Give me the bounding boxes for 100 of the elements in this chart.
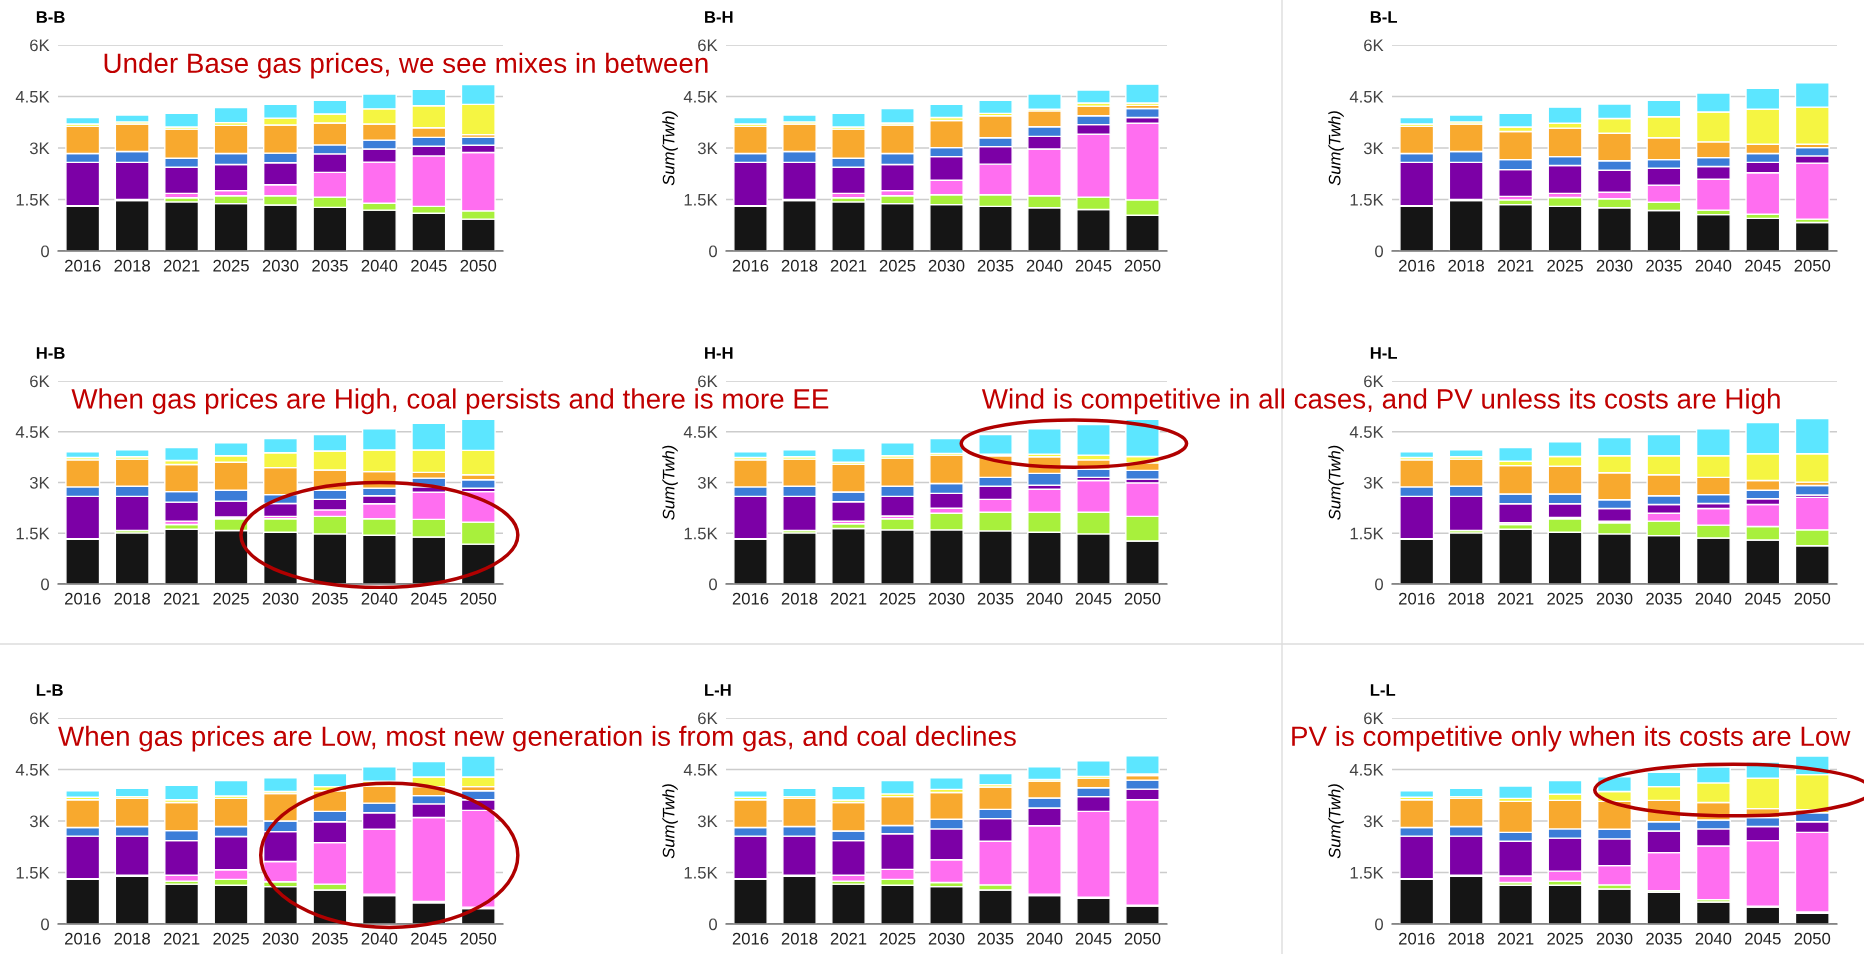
x-tick-label: 2050 [1124,259,1161,272]
y-tick-label: 4.5K [683,764,718,776]
x-tick-label: 2035 [1646,932,1682,945]
y-tick-label: 6K [1364,39,1384,52]
y-tick-label: 1.5K [16,527,50,540]
annotation: Wind is competitive in all cases, and PV unless its costs are High [981,388,1780,415]
y-tick-label: 1.5K [684,527,718,540]
x-tick-label: 2025 [1547,592,1583,605]
y-tick-label: 4.5K [15,764,50,776]
x-tick-label: 2035 [977,932,1014,945]
x-tick-label: 2050 [460,932,497,945]
y-tick-label: 4.5K [683,91,718,103]
x-tick-label: 2025 [213,259,249,272]
chart-title: B-H [705,11,733,23]
y-tick-label: 3K [29,142,50,155]
x-tick-label: 2045 [1075,932,1112,945]
y-tick-label: 6K [698,375,718,388]
x-tick-label: 2025 [1547,259,1583,272]
x-tick-label: 2018 [781,592,818,605]
x-tick-label: 2035 [312,259,348,272]
x-tick-label: 2040 [361,592,398,605]
x-tick-label: 2025 [879,259,916,272]
x-tick-label: 2018 [114,932,150,945]
y-tick-label: 0 [1375,578,1384,591]
y-tick-label: 1.5K [1350,194,1384,206]
x-tick-label: 2050 [460,592,497,605]
annotation: Under Base gas prices, we see mixes in between [104,52,708,79]
chart-title: B-B [36,11,65,23]
y-tick-label: 6K [1364,712,1384,725]
y-tick-label: 3K [29,815,50,828]
y-tick-label: 4.5K [1349,91,1384,103]
x-tick-label: 2040 [1695,259,1732,272]
y-axis-title: Sum(Twh) [1328,111,1344,186]
y-tick-label: 3K [1363,142,1384,155]
x-tick-label: 2045 [1745,259,1781,272]
y-tick-label: 0 [1375,245,1384,258]
y-tick-label: 3K [697,142,718,155]
x-tick-label: 2045 [411,259,447,272]
y-tick-label: 3K [697,476,718,489]
x-tick-label: 2016 [65,592,101,605]
x-tick-label: 2021 [830,932,867,945]
y-tick-label: 1.5K [1350,867,1384,879]
x-tick-label: 2025 [1547,932,1583,945]
y-tick-label: 1.5K [16,867,50,879]
x-tick-label: 2025 [879,932,916,945]
x-tick-label: 2018 [1448,592,1484,605]
y-axis-title: Sum(Twh) [662,111,678,186]
y-tick-label: 1.5K [684,867,718,879]
y-tick-label: 4.5K [683,426,718,438]
y-tick-label: 3K [29,476,50,489]
x-tick-label: 2021 [830,259,867,272]
x-tick-label: 2045 [411,592,447,605]
x-tick-label: 2030 [928,932,965,945]
x-tick-label: 2021 [163,259,200,272]
annotation: When gas prices are Low, most new generation is from gas, and coal declines [58,725,1016,752]
y-tick-label: 6K [30,375,50,388]
x-tick-label: 2018 [1448,932,1484,945]
x-tick-label: 2040 [361,259,398,272]
y-tick-label: 6K [30,712,50,725]
y-axis-title: Sum(Twh) [1328,784,1344,859]
x-tick-label: 2016 [1399,259,1435,272]
x-tick-label: 2016 [732,932,769,945]
x-tick-label: 2016 [732,592,769,605]
x-tick-label: 2021 [163,932,200,945]
annotation: PV is competitive only when its costs are Low [1292,725,1851,752]
x-tick-label: 2030 [1596,932,1633,945]
x-tick-label: 2035 [312,592,348,605]
x-tick-label: 2016 [732,259,769,272]
y-tick-label: 4.5K [1349,764,1384,776]
x-tick-label: 2040 [1695,932,1732,945]
y-tick-label: 4.5K [1349,426,1384,438]
x-tick-label: 2050 [460,259,497,272]
x-tick-label: 2030 [1596,592,1633,605]
x-tick-label: 2030 [262,592,299,605]
x-tick-label: 2030 [262,932,299,945]
x-tick-label: 2021 [1497,932,1534,945]
x-tick-label: 2016 [65,259,101,272]
chart-title: L-B [36,684,63,696]
x-tick-label: 2030 [928,259,965,272]
y-tick-label: 3K [1363,815,1384,828]
x-tick-label: 2035 [977,259,1014,272]
x-tick-label: 2040 [1695,592,1732,605]
y-tick-label: 0 [709,918,718,931]
x-tick-label: 2045 [411,932,447,945]
x-tick-label: 2045 [1075,592,1112,605]
x-tick-label: 2045 [1745,932,1781,945]
x-tick-label: 2025 [879,592,916,605]
x-tick-label: 2016 [65,932,101,945]
x-tick-label: 2035 [977,592,1014,605]
x-tick-label: 2021 [1497,592,1534,605]
x-tick-label: 2018 [781,259,818,272]
y-tick-label: 3K [697,815,718,828]
x-tick-label: 2045 [1075,259,1112,272]
y-tick-label: 4.5K [15,426,50,438]
x-tick-label: 2040 [1026,932,1063,945]
x-tick-label: 2050 [1794,592,1831,605]
x-tick-label: 2016 [1399,932,1435,945]
y-tick-label: 0 [41,578,50,591]
x-tick-label: 2035 [1646,592,1682,605]
y-tick-label: 3K [1363,476,1384,489]
